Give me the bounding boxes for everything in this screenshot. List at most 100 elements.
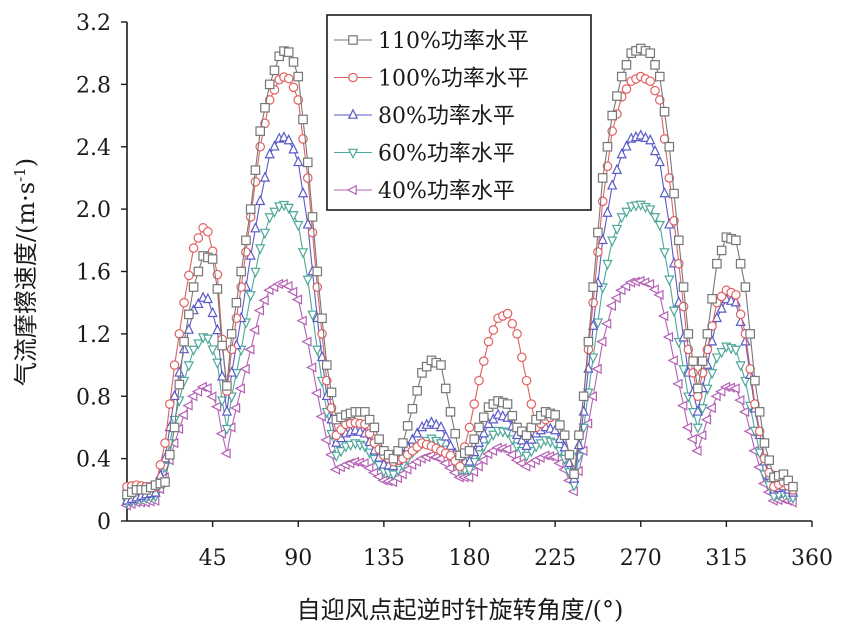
data-point-marker (659, 106, 670, 117)
data-point-marker (165, 449, 175, 460)
data-point-marker (221, 424, 233, 436)
data-point-marker (464, 455, 475, 466)
data-point-marker (174, 329, 185, 339)
data-point-marker (654, 220, 665, 232)
data-point-marker (347, 108, 359, 119)
data-point-marker (696, 430, 707, 441)
data-point-marker (346, 184, 357, 196)
legend-label: 60%功率水平 (378, 142, 515, 167)
data-point-marker (574, 430, 584, 441)
data-point-marker (650, 85, 660, 96)
data-point-marker (291, 294, 303, 305)
data-point-marker (169, 422, 180, 433)
data-point-marker (654, 71, 665, 82)
data-point-marker (488, 430, 499, 441)
data-point-marker (645, 133, 656, 145)
data-point-marker (174, 379, 185, 390)
data-point-marker (450, 428, 461, 439)
data-point-marker (293, 220, 304, 232)
data-point-marker (683, 329, 694, 339)
data-point-marker (635, 129, 646, 140)
data-point-marker (184, 270, 194, 281)
data-point-marker (596, 336, 607, 347)
data-point-marker (443, 462, 455, 474)
data-point-marker (735, 258, 746, 269)
data-point-marker (288, 211, 299, 222)
data-point-marker (283, 203, 294, 215)
data-point-marker (621, 207, 632, 219)
data-point-marker (657, 310, 669, 322)
series-0 (122, 43, 798, 500)
data-point-marker (182, 400, 193, 411)
data-point-marker (301, 336, 312, 347)
x-tick-label: 270 (620, 546, 662, 571)
data-point-marker (412, 427, 423, 438)
data-point-marker (372, 471, 383, 482)
legend-label: 110%功率水平 (378, 29, 529, 54)
x-axis-title: 自迎风点起逆时针旋转角度/(°) (297, 596, 624, 624)
data-point-marker (505, 449, 517, 460)
data-point-marker (250, 177, 261, 187)
data-point-marker (226, 344, 237, 355)
data-point-marker (615, 285, 626, 296)
data-point-marker (654, 95, 665, 105)
data-point-marker (716, 302, 727, 313)
data-point-marker (212, 284, 223, 294)
data-point-marker (398, 438, 408, 448)
data-point-marker (307, 212, 318, 222)
data-point-marker (241, 235, 251, 246)
data-point-marker (445, 407, 456, 417)
data-point-marker (521, 451, 532, 463)
data-point-marker (734, 394, 745, 406)
data-point-marker (348, 35, 358, 45)
legend: 110%功率水平 100%功率水平 80%功率水平 60%功率水平 40%功率水平 (326, 14, 592, 211)
data-point-marker (302, 157, 313, 168)
data-point-marker (278, 131, 290, 142)
data-point-marker (193, 339, 204, 350)
data-point-marker (307, 227, 318, 238)
data-point-marker (740, 376, 751, 388)
data-point-marker (764, 455, 774, 465)
data-point-marker (255, 141, 265, 152)
data-point-marker (183, 361, 195, 372)
x-tick-label: 360 (791, 546, 833, 571)
data-point-marker (462, 472, 474, 483)
data-point-marker (464, 422, 475, 433)
data-point-marker (478, 427, 489, 438)
data-point-marker (711, 311, 723, 323)
data-point-marker (621, 60, 632, 70)
data-point-marker (697, 356, 708, 366)
data-point-marker (740, 282, 751, 292)
legend-label: 80%功率水平 (378, 104, 515, 129)
data-point-marker (507, 318, 518, 329)
data-point-marker (312, 345, 323, 357)
data-point-marker (640, 131, 651, 142)
legend-item: 100%功率水平 (334, 67, 529, 92)
data-point-marker (226, 392, 237, 403)
data-point-marker (583, 336, 594, 347)
data-point-marker (307, 310, 318, 321)
data-point-marker (320, 434, 331, 446)
data-point-marker (229, 402, 241, 414)
data-point-marker (469, 434, 480, 444)
data-point-marker (559, 430, 570, 441)
legend-label: 40%功率水平 (378, 179, 515, 204)
data-point-marker (388, 453, 399, 464)
data-point-marker (616, 148, 627, 159)
data-point-marker (386, 476, 398, 488)
data-point-marker (678, 282, 689, 292)
data-point-marker (207, 345, 218, 356)
data-point-marker (521, 430, 532, 441)
data-point-marker (607, 179, 618, 190)
x-tick-label: 225 (534, 546, 576, 571)
data-point-marker (564, 449, 575, 460)
data-point-marker (501, 444, 512, 455)
data-point-marker (283, 133, 294, 145)
data-point-marker (360, 407, 370, 417)
data-point-marker (348, 72, 358, 83)
data-point-marker (293, 71, 304, 82)
data-point-marker (302, 173, 313, 183)
data-point-marker (396, 469, 407, 480)
legend-item: 60%功率水平 (334, 142, 515, 167)
data-point-marker (788, 481, 798, 492)
